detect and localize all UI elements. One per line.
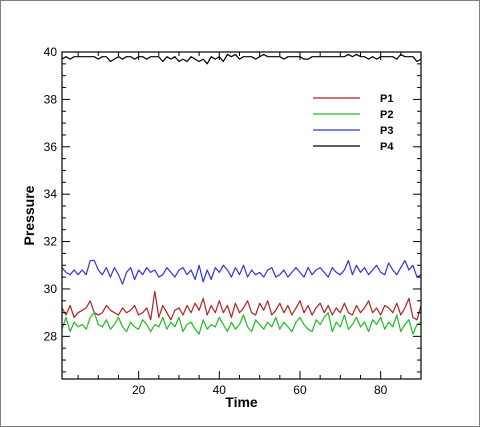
legend-label-p4: P4 <box>380 141 394 153</box>
series-line-p4 <box>61 53 422 65</box>
legend-label-p3: P3 <box>380 125 393 137</box>
y-tick-label: 34 <box>44 187 58 201</box>
y-tick-label: 28 <box>44 329 58 343</box>
series-line-p3 <box>61 259 422 285</box>
legend-label-p1: P1 <box>380 93 393 105</box>
x-axis-title: Time <box>225 394 258 410</box>
series-line-p1 <box>61 290 422 321</box>
y-tick-label: 40 <box>44 45 58 59</box>
y-axis-title: Pressure <box>21 185 37 245</box>
series-layer <box>61 53 422 335</box>
legend-label-p2: P2 <box>380 109 393 121</box>
x-tick-label: 20 <box>132 383 146 397</box>
y-tick-label: 38 <box>44 92 58 106</box>
legend: P1 P2 P3 P4 <box>313 93 394 153</box>
plot-area-border <box>61 51 422 380</box>
x-tick-label: 80 <box>374 383 388 397</box>
y-tick-label: 30 <box>44 282 58 296</box>
x-tick-label: 40 <box>213 383 227 397</box>
x-tick-label: 60 <box>293 383 307 397</box>
y-tick-label: 32 <box>44 235 58 249</box>
axis-ticks: 20 40 60 80 28 30 32 34 36 38 40 <box>44 45 421 397</box>
y-tick-label: 36 <box>44 140 58 154</box>
series-line-p2 <box>61 312 422 335</box>
